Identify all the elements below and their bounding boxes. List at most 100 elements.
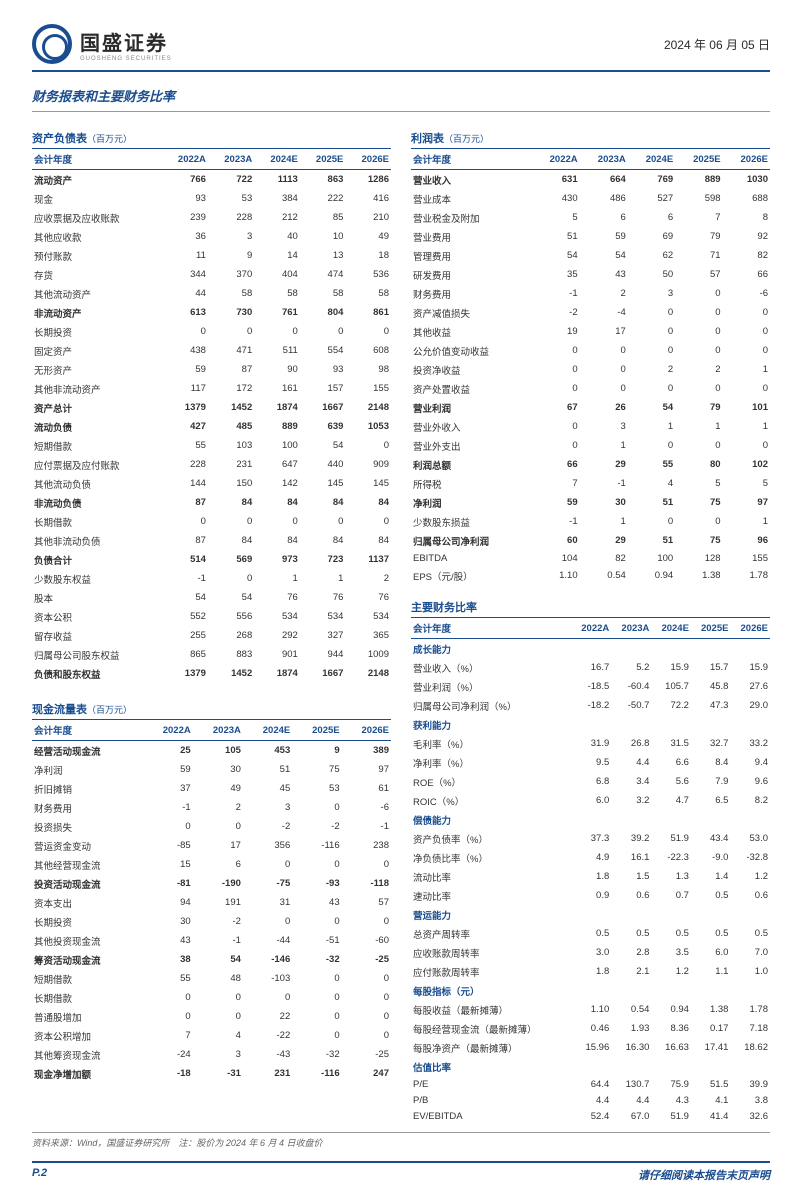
table-row: 筹资活动现金流3854-146-32-25 <box>32 950 391 969</box>
table-row: 无形资产5987909398 <box>32 360 391 379</box>
table-row: ROE（%）6.83.45.67.99.6 <box>411 772 770 791</box>
logo-cn: 国盛证券 <box>80 27 172 56</box>
table-row: 其他投资现金流43-1-44-51-60 <box>32 931 391 950</box>
table-row: 速动比率0.90.60.70.50.6 <box>411 886 770 905</box>
table-row: 归属母公司股东权益8658839019441009 <box>32 645 391 664</box>
balance-title: 资产负债表 <box>32 133 87 145</box>
table-row: 每股净资产（最新摊薄）15.9616.3016.6317.4118.62 <box>411 1038 770 1057</box>
table-row: P/B4.44.44.34.13.8 <box>411 1092 770 1108</box>
ratios-title: 主要财务比率 <box>411 602 477 614</box>
logo-en: GUOSHENG SECURITIES <box>80 56 172 62</box>
table-row: 应付账款周转率1.82.11.21.11.0 <box>411 962 770 981</box>
table-row: 现金9353384222416 <box>32 189 391 208</box>
company-logo: 国盛证券 GUOSHENG SECURITIES <box>32 24 172 64</box>
table-row: 净负债比率（%）4.916.1-22.3-9.0-32.8 <box>411 848 770 867</box>
table-row: 营业成本430486527598688 <box>411 189 770 208</box>
table-row: 投资损失00-2-2-1 <box>32 817 391 836</box>
section-title: 财务报表和主要财务比率 <box>32 86 770 112</box>
table-row: 营业收入6316647698891030 <box>411 170 770 190</box>
table-row: 净利率（%）9.54.46.68.49.4 <box>411 753 770 772</box>
logo-icon <box>32 24 72 64</box>
table-row: 财务费用-1230-6 <box>411 284 770 303</box>
cashflow-unit: （百万元） <box>87 705 132 715</box>
table-row: 毛利率（%）31.926.831.532.733.2 <box>411 734 770 753</box>
table-row: 其他非流动资产117172161157155 <box>32 379 391 398</box>
table-row: 资产处置收益00000 <box>411 379 770 398</box>
table-row: 资产总计13791452187416672148 <box>32 398 391 417</box>
table-row: 折旧摊销3749455361 <box>32 779 391 798</box>
table-row: 资产减值损失-2-4000 <box>411 303 770 322</box>
table-row: 资本公积552556534534534 <box>32 607 391 626</box>
table-row: 其他非流动负债8784848484 <box>32 531 391 550</box>
table-row: 应收票据及应收账款23922821285210 <box>32 208 391 227</box>
table-row: 长期借款00000 <box>32 988 391 1007</box>
table-row: 营业费用5159697992 <box>411 227 770 246</box>
table-row: 现金净增加额-18-31231-116247 <box>32 1064 391 1083</box>
table-row: 总资产周转率0.50.50.50.50.5 <box>411 924 770 943</box>
table-row: 公允价值变动收益00000 <box>411 341 770 360</box>
table-row: 预付账款119141318 <box>32 246 391 265</box>
table-row: 归属母公司净利润（%）-18.2-50.772.247.329.0 <box>411 696 770 715</box>
table-row: 固定资产438471511554608 <box>32 341 391 360</box>
table-row: P/E64.4130.775.951.539.9 <box>411 1076 770 1092</box>
table-row: 长期借款00000 <box>32 512 391 531</box>
table-row: 资本支出94191314357 <box>32 893 391 912</box>
table-row: 其他筹资现金流-243-43-32-25 <box>32 1045 391 1064</box>
table-row: 净利润5930517597 <box>411 493 770 512</box>
table-row: 财务费用-1230-6 <box>32 798 391 817</box>
cashflow-title: 现金流量表 <box>32 704 87 716</box>
table-row: 其他应收款363401049 <box>32 227 391 246</box>
page-number: P.2 <box>32 1167 47 1183</box>
table-row: 少数股东权益-10112 <box>32 569 391 588</box>
table-row: 流动负债4274858896391053 <box>32 417 391 436</box>
table-row: 其他流动负债144150142145145 <box>32 474 391 493</box>
table-row: 每股收益（最新摊薄）1.100.540.941.381.78 <box>411 1000 770 1019</box>
table-row: 负债和股东权益13791452187416672148 <box>32 664 391 683</box>
table-row: 营业外收入03111 <box>411 417 770 436</box>
table-row: 留存收益255268292327365 <box>32 626 391 645</box>
table-row: 资本公积增加74-2200 <box>32 1026 391 1045</box>
report-date: 2024 年 06 月 05 日 <box>664 36 770 53</box>
table-row: ROIC（%）6.03.24.76.58.2 <box>411 791 770 810</box>
income-title: 利润表 <box>411 133 444 145</box>
balance-sheet-table: 会计年度2022A2023A2024E2025E2026E流动资产7667221… <box>32 148 391 683</box>
table-row: 应收账款周转率3.02.83.56.07.0 <box>411 943 770 962</box>
ratios-table: 会计年度2022A2023A2024E2025E2026E成长能力营业收入（%）… <box>411 617 770 1124</box>
table-row: 投资活动现金流-81-190-75-93-118 <box>32 874 391 893</box>
table-row: 营业利润（%）-18.5-60.4105.745.827.6 <box>411 677 770 696</box>
page-header: 国盛证券 GUOSHENG SECURITIES 2024 年 06 月 05 … <box>32 24 770 72</box>
table-row: 应付票据及应付账款228231647440909 <box>32 455 391 474</box>
table-row: 流动资产76672211138631286 <box>32 170 391 190</box>
table-row: 研发费用3543505766 <box>411 265 770 284</box>
table-row: 非流动资产613730761804861 <box>32 303 391 322</box>
table-row: 归属母公司净利润6029517596 <box>411 531 770 550</box>
table-row: 每股经营现金流（最新摊薄）0.461.938.360.177.18 <box>411 1019 770 1038</box>
table-row: 其他经营现金流156000 <box>32 855 391 874</box>
table-row: 经营活动现金流251054539389 <box>32 741 391 761</box>
table-row: EV/EBITDA52.467.051.941.432.6 <box>411 1108 770 1124</box>
table-row: 其他收益1917000 <box>411 322 770 341</box>
table-row: 负债合计5145699737231137 <box>32 550 391 569</box>
data-source: 资料来源：Wind，国盛证券研究所 注：股价为 2024 年 6 月 4 日收盘… <box>32 1132 770 1149</box>
table-row: 营业外支出01000 <box>411 436 770 455</box>
table-row: 短期借款55103100540 <box>32 436 391 455</box>
table-row: 短期借款5548-10300 <box>32 969 391 988</box>
table-row: 普通股增加002200 <box>32 1007 391 1026</box>
table-row: EBITDA10482100128155 <box>411 550 770 566</box>
table-row: 营业收入（%）16.75.215.915.715.9 <box>411 658 770 677</box>
table-row: 营运资金变动-8517356-116238 <box>32 836 391 855</box>
table-row: 营业税金及附加56678 <box>411 208 770 227</box>
table-row: 存货344370404474536 <box>32 265 391 284</box>
table-row: 净利润5930517597 <box>32 760 391 779</box>
table-row: 投资净收益00221 <box>411 360 770 379</box>
balance-unit: （百万元） <box>87 134 132 144</box>
table-row: 利润总额66295580102 <box>411 455 770 474</box>
table-row: 管理费用5454627182 <box>411 246 770 265</box>
table-row: EPS（元/股）1.100.540.941.381.78 <box>411 566 770 585</box>
table-row: 长期投资00000 <box>32 322 391 341</box>
cashflow-table: 会计年度2022A2023A2024E2025E2026E经营活动现金流2510… <box>32 719 391 1083</box>
footer-disclaimer: 请仔细阅读本报告末页声明 <box>638 1167 770 1183</box>
table-row: 资产负债率（%）37.339.251.943.453.0 <box>411 829 770 848</box>
income-unit: （百万元） <box>444 134 489 144</box>
table-row: 非流动负债8784848484 <box>32 493 391 512</box>
